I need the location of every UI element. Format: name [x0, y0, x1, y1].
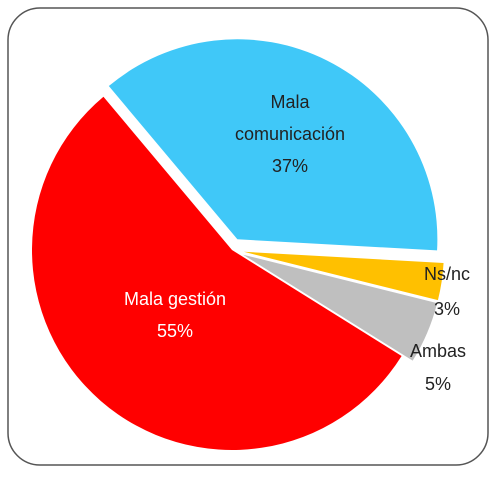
pie-slice — [243, 254, 438, 361]
slice-value-label: 3% — [434, 299, 460, 319]
slice-value-label: 5% — [425, 374, 451, 394]
slice-value-label: 55% — [157, 321, 193, 341]
slice-value-label: 37% — [272, 156, 308, 176]
slice-label: Ns/nc — [424, 264, 470, 284]
pie-slice — [31, 96, 402, 451]
slice-label: Mala gestión — [124, 289, 226, 309]
slice-label: Ambas — [410, 341, 466, 361]
slice-label: Mala comunicación — [235, 92, 345, 144]
pie-slice — [243, 251, 444, 301]
pie-slice — [108, 39, 438, 251]
